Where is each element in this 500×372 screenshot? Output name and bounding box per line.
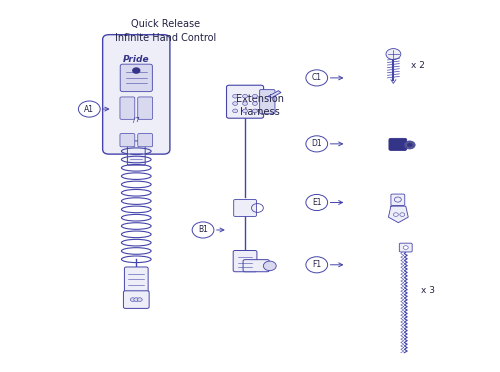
Text: C1: C1 bbox=[312, 73, 322, 83]
Circle shape bbox=[252, 109, 258, 113]
Text: x 2: x 2 bbox=[410, 61, 424, 70]
FancyBboxPatch shape bbox=[120, 97, 135, 119]
FancyBboxPatch shape bbox=[124, 267, 148, 292]
Circle shape bbox=[252, 94, 258, 98]
FancyBboxPatch shape bbox=[138, 97, 152, 119]
FancyBboxPatch shape bbox=[124, 291, 149, 308]
Circle shape bbox=[252, 102, 258, 105]
Circle shape bbox=[242, 109, 248, 113]
FancyBboxPatch shape bbox=[391, 194, 405, 205]
Text: /7: /7 bbox=[133, 117, 140, 123]
Circle shape bbox=[133, 68, 140, 73]
Circle shape bbox=[404, 246, 408, 249]
Circle shape bbox=[138, 298, 142, 301]
Text: E1: E1 bbox=[312, 198, 322, 207]
Circle shape bbox=[264, 261, 276, 271]
FancyBboxPatch shape bbox=[138, 134, 152, 147]
FancyBboxPatch shape bbox=[102, 35, 170, 154]
Circle shape bbox=[130, 298, 136, 301]
Circle shape bbox=[134, 298, 139, 301]
Circle shape bbox=[242, 94, 248, 98]
FancyBboxPatch shape bbox=[243, 260, 270, 272]
FancyBboxPatch shape bbox=[226, 85, 264, 118]
Text: x 3: x 3 bbox=[420, 286, 434, 295]
Circle shape bbox=[386, 49, 401, 60]
Circle shape bbox=[232, 109, 237, 113]
FancyBboxPatch shape bbox=[120, 64, 152, 92]
Text: Extension
Harness: Extension Harness bbox=[236, 94, 284, 117]
Polygon shape bbox=[268, 91, 281, 98]
Circle shape bbox=[232, 94, 237, 98]
Circle shape bbox=[404, 141, 415, 149]
Text: Pride: Pride bbox=[123, 55, 150, 64]
Circle shape bbox=[407, 143, 412, 147]
Text: B1: B1 bbox=[198, 225, 208, 234]
Text: F1: F1 bbox=[312, 260, 322, 269]
FancyBboxPatch shape bbox=[260, 90, 275, 114]
FancyBboxPatch shape bbox=[128, 141, 145, 165]
Circle shape bbox=[242, 102, 248, 105]
Text: D1: D1 bbox=[312, 140, 322, 148]
Polygon shape bbox=[388, 206, 408, 223]
FancyBboxPatch shape bbox=[120, 134, 135, 147]
FancyBboxPatch shape bbox=[400, 243, 412, 252]
Text: Quick Release
Infinite Hand Control: Quick Release Infinite Hand Control bbox=[116, 19, 216, 43]
Text: A1: A1 bbox=[84, 105, 94, 113]
FancyBboxPatch shape bbox=[234, 199, 256, 217]
FancyBboxPatch shape bbox=[233, 250, 257, 272]
Circle shape bbox=[232, 102, 237, 105]
FancyBboxPatch shape bbox=[389, 138, 406, 150]
